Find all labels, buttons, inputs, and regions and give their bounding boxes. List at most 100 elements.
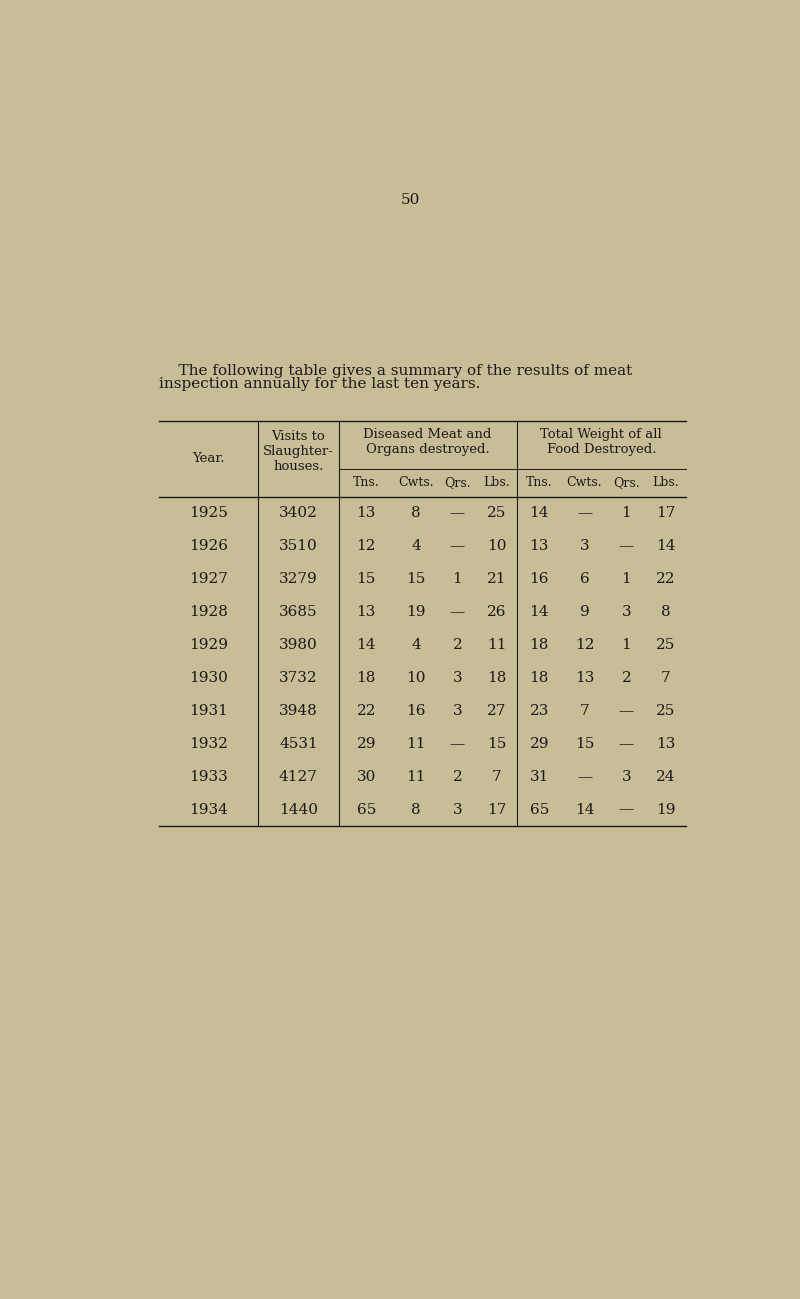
Text: 12: 12 [357, 539, 376, 553]
Text: 25: 25 [487, 507, 506, 521]
Text: 14: 14 [530, 507, 549, 521]
Text: Qrs.: Qrs. [444, 477, 470, 490]
Text: 17: 17 [487, 803, 506, 817]
Text: 1931: 1931 [189, 704, 228, 718]
Text: houses.: houses. [274, 460, 323, 473]
Text: 18: 18 [530, 638, 549, 652]
Text: Tns.: Tns. [353, 477, 380, 490]
Text: 13: 13 [530, 539, 549, 553]
Text: 9: 9 [580, 605, 590, 620]
Text: 19: 19 [656, 803, 675, 817]
Text: 23: 23 [530, 704, 549, 718]
Text: 12: 12 [574, 638, 594, 652]
Text: 18: 18 [530, 672, 549, 685]
Text: 8: 8 [411, 803, 421, 817]
Text: Cwts.: Cwts. [566, 477, 602, 490]
Text: 17: 17 [656, 507, 675, 521]
Text: The following table gives a summary of the results of meat: The following table gives a summary of t… [159, 364, 632, 378]
Text: 1927: 1927 [189, 573, 228, 586]
Text: Lbs.: Lbs. [483, 477, 510, 490]
Text: 15: 15 [406, 573, 426, 586]
Text: 15: 15 [575, 737, 594, 751]
Text: 7: 7 [492, 770, 502, 783]
Text: 6: 6 [580, 573, 590, 586]
Text: 1934: 1934 [189, 803, 228, 817]
Text: 3: 3 [453, 704, 462, 718]
Text: 7: 7 [580, 704, 590, 718]
Text: —: — [577, 507, 592, 521]
Text: 4: 4 [411, 539, 421, 553]
Text: —: — [618, 539, 634, 553]
Text: 3402: 3402 [279, 507, 318, 521]
Text: 16: 16 [406, 704, 426, 718]
Text: 1: 1 [622, 638, 631, 652]
Text: 1440: 1440 [279, 803, 318, 817]
Text: inspection annually for the last ten years.: inspection annually for the last ten yea… [159, 377, 480, 391]
Text: 1929: 1929 [189, 638, 228, 652]
Text: Qrs.: Qrs. [613, 477, 640, 490]
Text: 3: 3 [453, 672, 462, 685]
Text: 7: 7 [661, 672, 670, 685]
Text: 13: 13 [357, 507, 376, 521]
Text: 21: 21 [487, 573, 506, 586]
Text: 11: 11 [406, 770, 426, 783]
Text: 1: 1 [622, 573, 631, 586]
Text: 13: 13 [656, 737, 675, 751]
Text: 3732: 3732 [279, 672, 318, 685]
Text: 1925: 1925 [189, 507, 228, 521]
Text: 3510: 3510 [279, 539, 318, 553]
Text: —: — [450, 507, 465, 521]
Text: 14: 14 [574, 803, 594, 817]
Text: 18: 18 [487, 672, 506, 685]
Text: 10: 10 [406, 672, 426, 685]
Text: 4531: 4531 [279, 737, 318, 751]
Text: 3: 3 [453, 803, 462, 817]
Text: —: — [618, 803, 634, 817]
Text: —: — [618, 704, 634, 718]
Text: —: — [577, 770, 592, 783]
Text: 14: 14 [530, 605, 549, 620]
Text: —: — [618, 737, 634, 751]
Text: Diseased Meat and: Diseased Meat and [363, 429, 492, 442]
Text: 8: 8 [411, 507, 421, 521]
Text: 24: 24 [656, 770, 675, 783]
Text: Tns.: Tns. [526, 477, 553, 490]
Text: 15: 15 [487, 737, 506, 751]
Text: 3: 3 [622, 770, 631, 783]
Text: 15: 15 [357, 573, 376, 586]
Text: 16: 16 [530, 573, 549, 586]
Text: Food Destroyed.: Food Destroyed. [546, 443, 656, 456]
Text: 31: 31 [530, 770, 549, 783]
Text: 3279: 3279 [279, 573, 318, 586]
Text: Year.: Year. [192, 452, 225, 465]
Text: 22: 22 [656, 573, 675, 586]
Text: 65: 65 [530, 803, 549, 817]
Text: 29: 29 [357, 737, 376, 751]
Text: 30: 30 [357, 770, 376, 783]
Text: 3948: 3948 [279, 704, 318, 718]
Text: 3685: 3685 [279, 605, 318, 620]
Text: 50: 50 [400, 192, 420, 207]
Text: Cwts.: Cwts. [398, 477, 434, 490]
Text: 3: 3 [580, 539, 590, 553]
Text: 26: 26 [487, 605, 506, 620]
Text: 4: 4 [411, 638, 421, 652]
Text: 11: 11 [487, 638, 506, 652]
Text: 11: 11 [406, 737, 426, 751]
Text: 19: 19 [406, 605, 426, 620]
Text: Slaughter-: Slaughter- [263, 446, 334, 459]
Text: —: — [450, 737, 465, 751]
Text: 18: 18 [357, 672, 376, 685]
Text: 27: 27 [487, 704, 506, 718]
Text: Lbs.: Lbs. [653, 477, 679, 490]
Text: 25: 25 [656, 638, 675, 652]
Text: 1930: 1930 [189, 672, 228, 685]
Text: 1: 1 [453, 573, 462, 586]
Text: 1: 1 [622, 507, 631, 521]
Text: 1926: 1926 [189, 539, 228, 553]
Text: 13: 13 [575, 672, 594, 685]
Text: 3980: 3980 [279, 638, 318, 652]
Text: 4127: 4127 [279, 770, 318, 783]
Text: 13: 13 [357, 605, 376, 620]
Text: 1933: 1933 [189, 770, 228, 783]
